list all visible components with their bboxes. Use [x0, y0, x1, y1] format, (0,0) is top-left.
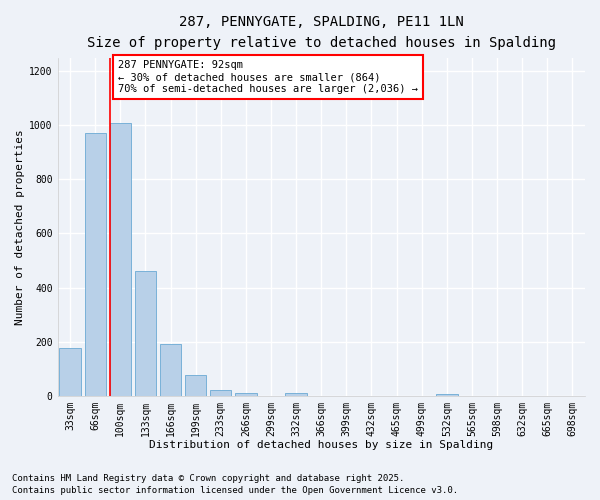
Bar [436, 394, 458, 396]
Bar [85, 134, 106, 396]
Bar [185, 376, 206, 396]
Text: 287 PENNYGATE: 92sqm
← 30% of detached houses are smaller (864)
70% of semi-deta: 287 PENNYGATE: 92sqm ← 30% of detached h… [118, 60, 418, 94]
Bar [110, 122, 131, 396]
Text: Contains HM Land Registry data © Crown copyright and database right 2025.
Contai: Contains HM Land Registry data © Crown c… [12, 474, 458, 495]
X-axis label: Distribution of detached houses by size in Spalding: Distribution of detached houses by size … [149, 440, 493, 450]
Bar [286, 393, 307, 396]
Title: 287, PENNYGATE, SPALDING, PE11 1LN
Size of property relative to detached houses : 287, PENNYGATE, SPALDING, PE11 1LN Size … [87, 15, 556, 50]
Bar [160, 344, 181, 396]
Y-axis label: Number of detached properties: Number of detached properties [15, 129, 25, 324]
Bar [210, 390, 232, 396]
Bar [235, 393, 257, 396]
Bar [59, 348, 81, 396]
Bar [135, 272, 156, 396]
